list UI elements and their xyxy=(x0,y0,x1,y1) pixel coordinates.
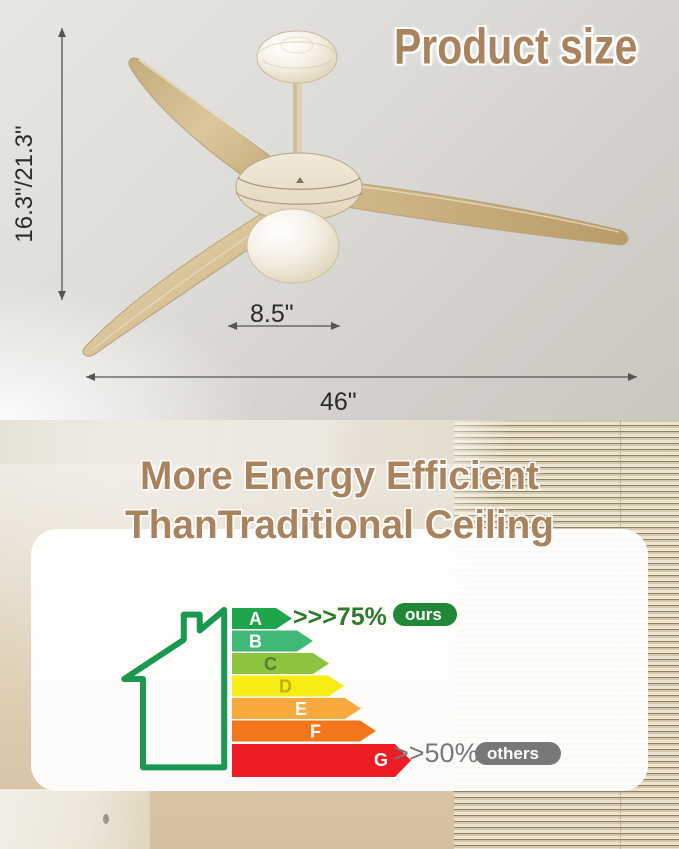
svg-text:ours: ours xyxy=(405,605,442,624)
svg-text:>>>75%: >>>75% xyxy=(293,603,387,631)
svg-text:E: E xyxy=(295,699,307,719)
svg-text:A: A xyxy=(249,609,262,629)
svg-text:B: B xyxy=(249,632,262,652)
svg-text:>>50%: >>50% xyxy=(393,738,479,768)
svg-text:C: C xyxy=(264,654,277,674)
svg-text:G: G xyxy=(374,750,388,770)
svg-text:D: D xyxy=(279,677,292,697)
svg-text:others: others xyxy=(487,744,539,763)
svg-text:F: F xyxy=(310,722,321,742)
